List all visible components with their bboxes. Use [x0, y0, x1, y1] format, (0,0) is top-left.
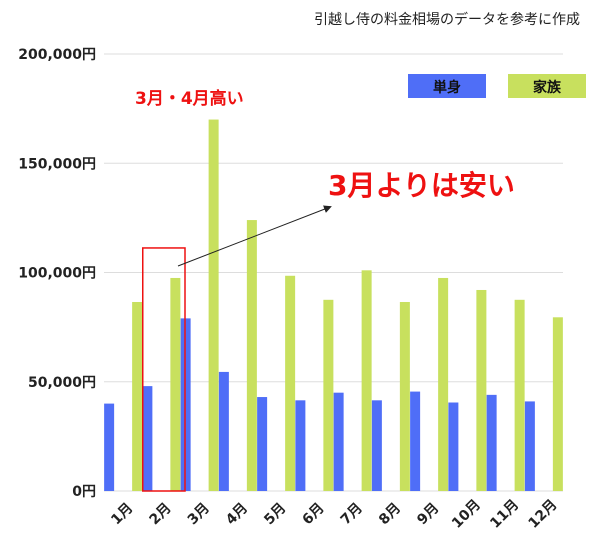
legend-swatch-single	[408, 74, 486, 98]
x-tick-label: 6月	[299, 500, 327, 528]
y-tick-label: 200,000円	[18, 47, 96, 63]
bar-family	[438, 277, 449, 491]
bar-family	[361, 270, 372, 491]
y-axis-ticks: 0円 50,000円 100,000円 150,000円 200,000円	[18, 47, 96, 500]
annotation-high-label: 3月・4月高い	[135, 88, 244, 109]
x-tick-label: 4月	[223, 500, 251, 528]
x-tick-label: 12月	[526, 497, 561, 532]
highlight-box	[142, 247, 186, 492]
x-tick-label: 7月	[338, 500, 366, 528]
annotation-cheaper-label: 3月よりは安い	[328, 169, 515, 202]
x-tick-label: 5月	[261, 500, 289, 528]
bar-single	[524, 401, 535, 491]
bar-family	[132, 301, 143, 491]
legend-label-single: 単身	[433, 79, 461, 96]
x-tick-label: 8月	[376, 500, 404, 528]
bar-single	[257, 397, 268, 491]
grid-lines	[104, 53, 563, 492]
x-tick-label: 11月	[487, 497, 522, 532]
annotation-arrow	[177, 205, 332, 267]
x-tick-label: 9月	[414, 500, 442, 528]
bar-family	[399, 301, 410, 491]
bar-family	[476, 289, 487, 491]
bar-single	[371, 400, 382, 491]
bar-family	[170, 277, 181, 491]
legend-swatch-family	[508, 74, 586, 98]
y-tick-label: 50,000円	[28, 375, 96, 391]
x-tick-label: 3月	[185, 500, 213, 528]
x-tick-label: 2月	[146, 500, 174, 528]
bar-family	[514, 299, 525, 491]
bar-single	[486, 394, 497, 491]
chart-title: 引越し侍の料金相場のデータを参考に作成	[314, 11, 580, 28]
legend: 単身 家族	[408, 74, 586, 98]
bars	[104, 119, 563, 492]
bar-family	[208, 119, 219, 492]
bar-single	[410, 391, 421, 491]
bar-single	[333, 392, 344, 491]
x-axis-ticks: 1月 2月 3月 4月 5月 6月 7月 8月 9月 10月 11月 12月	[108, 497, 560, 532]
bar-family	[246, 220, 257, 491]
bar-single	[218, 371, 229, 491]
y-tick-label: 100,000円	[18, 266, 96, 282]
bar-family	[285, 275, 296, 491]
y-tick-label: 150,000円	[18, 156, 96, 172]
bar-single	[448, 402, 459, 491]
x-tick-label: 1月	[108, 500, 136, 528]
bar-single	[295, 400, 306, 491]
bar-family	[552, 317, 563, 491]
legend-label-family: 家族	[533, 79, 562, 96]
x-tick-label: 10月	[449, 497, 484, 532]
y-tick-label: 0円	[72, 484, 96, 500]
bar-single	[142, 386, 153, 491]
bar-family	[323, 299, 334, 491]
bar-single	[104, 403, 115, 491]
